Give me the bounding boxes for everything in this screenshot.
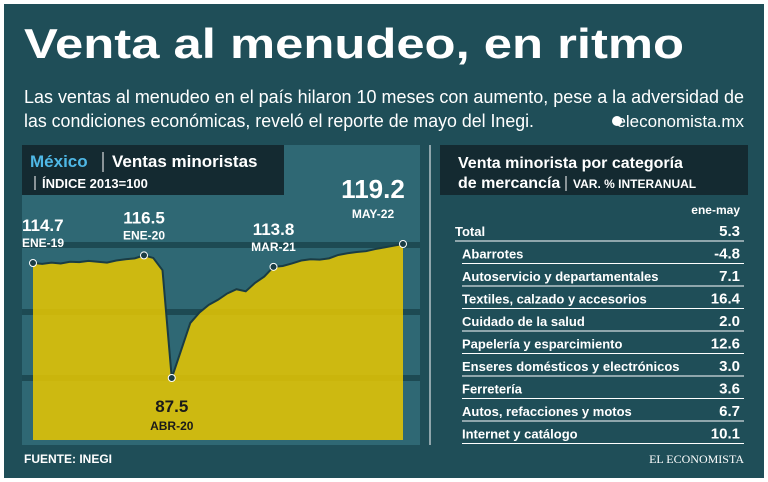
- row-label: Enseres domésticos y electrónicos: [462, 359, 679, 374]
- point: [29, 259, 37, 268]
- row-value: -4.8: [714, 246, 740, 263]
- value-label: 119.2: [341, 174, 405, 204]
- site: eleconomista.mx: [616, 112, 744, 131]
- value-label: 113.8: [253, 220, 295, 239]
- row-label: Autos, refacciones y motos: [462, 404, 632, 419]
- chart-note: ÍNDICE 2013=100: [42, 176, 148, 191]
- point: [269, 262, 278, 271]
- chart-header: [22, 145, 284, 195]
- column-header: ene-may: [691, 203, 740, 217]
- row-value: 3.6: [719, 381, 740, 398]
- category-label: ABR-20: [150, 419, 194, 433]
- row-label: Autoservicio y departamentales: [462, 269, 659, 284]
- table-title: de mercancía: [458, 175, 560, 192]
- table-header: [440, 145, 748, 195]
- source: FUENTE: INEGI: [24, 452, 112, 466]
- chart-subtitle: Ventas minoristas: [112, 152, 258, 171]
- table-title: Venta minorista por categoría: [458, 155, 683, 172]
- title: Venta al menudeo, en ritmo: [24, 20, 684, 67]
- subtitle-line: Las ventas al menudeo en el país hilaron…: [24, 87, 744, 107]
- row-label: Textiles, calzado y accesorios: [462, 292, 647, 307]
- row-label: Ferretería: [462, 382, 523, 397]
- row-value: 12.6: [711, 336, 740, 353]
- row-value: 10.1: [711, 426, 740, 443]
- area: [33, 244, 403, 440]
- category-label: MAR-21: [251, 240, 296, 254]
- value-label: 114.7: [22, 216, 64, 235]
- point: [167, 374, 176, 382]
- row-label: Internet y catálogo: [462, 427, 578, 442]
- subtitle-line: las condiciones económicas, reveló el re…: [24, 111, 534, 131]
- row-value: 7.1: [719, 268, 740, 285]
- row-label: Cuidado de la salud: [462, 314, 585, 329]
- value-label: 116.5: [123, 208, 165, 227]
- point: [140, 251, 148, 260]
- category-label: ENE-19: [22, 236, 64, 250]
- row-label: Total: [455, 224, 485, 239]
- value-label: 87.5: [155, 397, 188, 416]
- table-note: VAR. % INTERANUAL: [573, 177, 696, 191]
- logo: EL ECONOMISTA: [649, 452, 744, 466]
- row-value: 2.0: [719, 313, 740, 330]
- category-label: ENE-20: [123, 228, 165, 242]
- row-label: Abarrotes: [462, 247, 523, 262]
- row-value: 3.0: [719, 358, 740, 375]
- line: [32, 243, 404, 379]
- bullet: [612, 116, 622, 126]
- point: [399, 240, 407, 248]
- row-value: 6.7: [719, 403, 740, 420]
- row-label: Papelería y esparcimiento: [462, 337, 622, 352]
- row-value: 5.3: [719, 223, 740, 240]
- category-label: MAY-22: [352, 207, 395, 221]
- row-value: 16.4: [711, 291, 741, 308]
- chart-title: México: [30, 152, 88, 171]
